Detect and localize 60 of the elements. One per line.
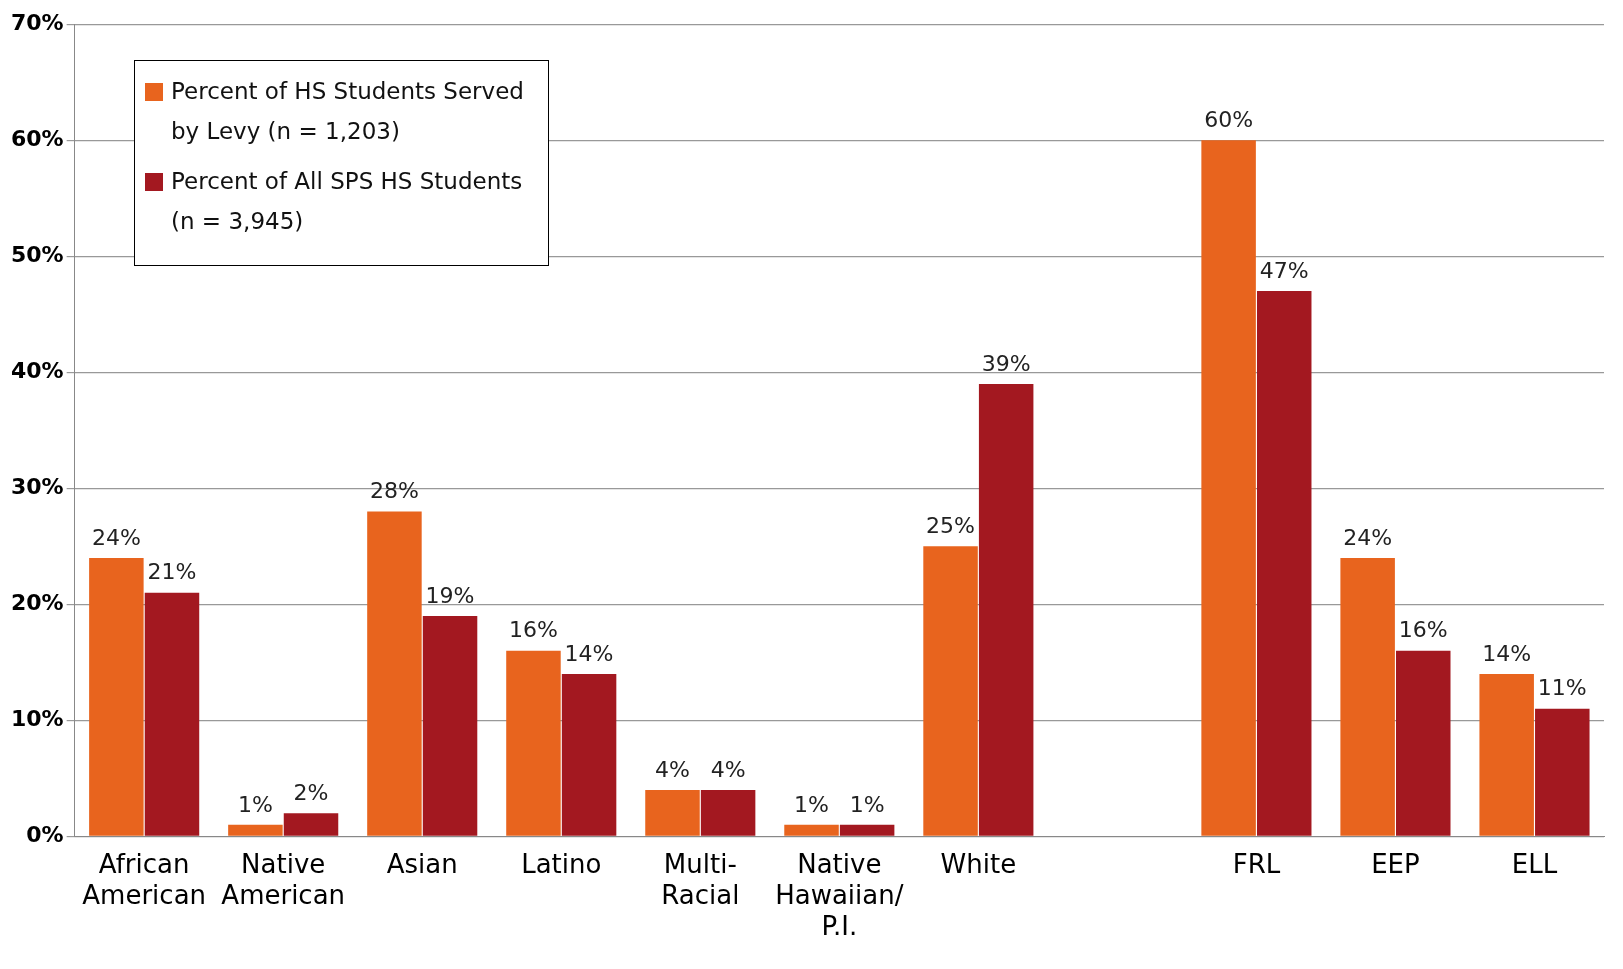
x-tick-label: Asian [386,848,458,879]
x-tick-label: FRL [1232,848,1281,879]
bar [228,824,283,836]
bar [645,789,700,836]
data-label: 16% [1398,617,1448,643]
bar [283,813,339,836]
x-tick-label: African American [82,848,207,910]
data-label: 14% [564,640,614,666]
bar [1340,557,1395,836]
data-label: 4% [655,756,690,782]
bar [1396,650,1451,836]
bar [700,789,756,836]
bar [784,824,839,836]
data-label: 16% [509,617,558,643]
data-label: 28% [369,478,419,504]
legend-label: Percent of HS Students Served by Levy (n = 1,203) [171,77,525,146]
y-tick-label: 10% [10,706,64,732]
data-label: 21% [147,559,197,585]
bar [1535,708,1590,836]
data-label: 1% [237,791,273,817]
data-label: 47% [1259,257,1309,283]
bar [1479,673,1534,836]
bar [978,383,1034,836]
y-tick-label: 60% [10,125,64,151]
bar [561,673,617,836]
data-label: 2% [293,779,329,805]
data-label: 25% [926,513,976,539]
bar [89,557,144,836]
bar [839,824,895,836]
data-label: 11% [1537,675,1587,701]
data-label: 39% [981,350,1031,376]
bar [1201,140,1256,836]
bar [422,615,478,836]
y-tick-label: 40% [10,358,64,383]
y-tick-label: 50% [10,241,64,267]
x-tick-label: Native Hawaiian/ P.I. [775,848,904,942]
x-tick-label: Latino [521,848,602,879]
data-label: 4% [710,756,746,782]
data-label: 19% [425,582,475,608]
x-tick-label: EEP [1371,848,1420,879]
legend-label: Percent of All SPS HS Students (n = 3,945) [171,167,524,236]
x-tick-label: ELL [1511,848,1558,879]
y-tick-label: 70% [10,9,64,35]
data-label: 1% [794,791,829,817]
bar [506,650,561,836]
y-tick-label: 30% [10,474,64,500]
bar [367,511,422,836]
bar [144,592,200,836]
data-label: 14% [1482,640,1532,666]
bar [1256,291,1312,836]
data-label: 1% [849,791,885,817]
x-tick-label: Multi-Racial [661,848,740,910]
y-tick-label: 0% [26,822,64,848]
x-tick-label: Native American [221,848,346,910]
x-tick-label: White [940,848,1017,879]
data-label: 24% [91,524,141,550]
y-tick-label: 20% [10,590,64,616]
data-label: 60% [1204,106,1254,132]
bar [923,546,978,836]
data-label: 24% [1343,524,1393,550]
